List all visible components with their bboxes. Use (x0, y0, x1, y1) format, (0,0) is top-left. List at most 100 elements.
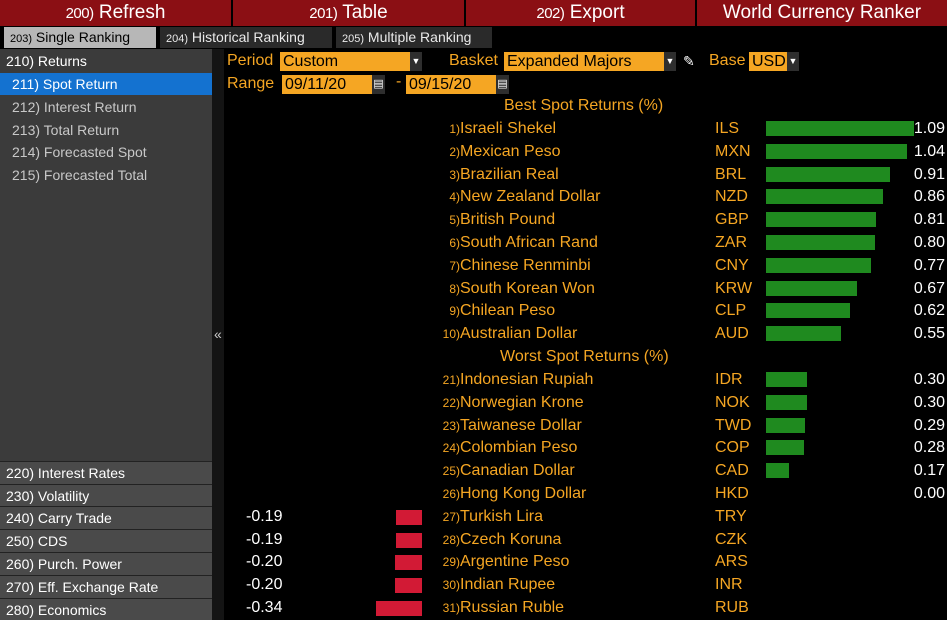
menu-interest-return[interactable]: 212) Interest Return (12, 99, 137, 115)
return-bar-positive (766, 143, 907, 159)
return-value: 0.86 (913, 188, 945, 206)
table-row[interactable]: 6) South African Rand ZAR 0.80 (224, 232, 947, 254)
menu-forecasted-spot[interactable]: 214) Forecasted Spot (12, 144, 147, 160)
currency-code: RUB (715, 599, 749, 616)
return-bar-positive (766, 372, 807, 387)
export-button-label: Export (569, 2, 625, 23)
return-bar-negative (396, 532, 422, 548)
range-end-input[interactable]: 09/15/20 (406, 75, 496, 94)
return-value: 1.04 (913, 142, 945, 160)
table-row[interactable]: 1) Israeli Shekel ILS 1.09 (224, 118, 947, 140)
tab-multiple-ranking[interactable]: 205) Multiple Ranking (336, 27, 492, 48)
currency-name: Mexican Peso (460, 142, 561, 160)
rank-number: 4) (449, 190, 460, 205)
currency-code: GBP (715, 211, 749, 229)
return-bar-positive (766, 303, 850, 319)
calendar-icon[interactable]: ▤ (372, 75, 385, 94)
period-label: Period (227, 52, 274, 69)
currency-code: NOK (715, 393, 750, 411)
export-button[interactable]: 202) Export (466, 0, 697, 26)
table-row[interactable]: 29) Argentine Peso ARS -0.20 (224, 551, 947, 573)
table-row[interactable]: 23) Taiwanese Dollar TWD 0.29 (224, 415, 947, 437)
panel-divider[interactable] (212, 49, 224, 620)
return-bar-negative (376, 601, 422, 616)
return-value: 0.17 (913, 462, 945, 480)
currency-code: CNY (715, 256, 749, 274)
menu-total-return[interactable]: 213) Total Return (12, 122, 120, 138)
menu-economics[interactable]: 280) Economics (0, 598, 212, 620)
return-bar-positive (766, 189, 883, 205)
rank-number: 5) (449, 213, 460, 228)
currency-name: New Zealand Dollar (460, 188, 601, 206)
range-start-input[interactable]: 09/11/20 (282, 75, 372, 94)
table-row[interactable]: 4) New Zealand Dollar NZD 0.86 (224, 186, 947, 208)
currency-code: NZD (715, 188, 748, 206)
base-select[interactable]: USD (749, 52, 787, 71)
menu-returns-header[interactable]: 210) Returns (0, 50, 212, 72)
table-row[interactable]: 7) Chinese Renminbi CNY 0.77 (224, 255, 947, 277)
currency-name: Russian Ruble (460, 599, 565, 616)
return-bar-positive (766, 212, 876, 228)
rank-number: 9) (449, 304, 460, 319)
table-row[interactable]: 3) Brazilian Real BRL 0.91 (224, 164, 947, 186)
menu-carry-trade[interactable]: 240) Carry Trade (0, 506, 212, 528)
refresh-button-number: 200) (65, 5, 95, 22)
double-chevron-left-icon[interactable]: « (214, 326, 222, 342)
rank-number: 27) (442, 509, 460, 524)
app-title: World Currency Ranker (697, 0, 947, 26)
menu-purch-power[interactable]: 260) Purch. Power (0, 552, 212, 574)
table-row[interactable]: 5) British Pound GBP 0.81 (224, 209, 947, 231)
table-row[interactable]: 9) Chilean Peso CLP 0.62 (224, 300, 947, 322)
table-row[interactable]: 10) Australian Dollar AUD 0.55 (224, 323, 947, 345)
table-row[interactable]: 22) Norwegian Krone NOK 0.30 (224, 392, 947, 414)
rank-number: 2) (449, 144, 460, 159)
table-row[interactable]: 21) Indonesian Rupiah IDR 0.30 (224, 369, 947, 391)
table-button[interactable]: 201) Table (233, 0, 466, 26)
rank-number: 31) (442, 601, 460, 615)
return-value: 0.30 (913, 371, 945, 388)
menu-cds[interactable]: 250) CDS (0, 529, 212, 551)
return-bar-positive (766, 417, 805, 433)
basket-select[interactable]: Expanded Majors (504, 52, 664, 71)
tab-historical-ranking[interactable]: 204) Historical Ranking (160, 27, 332, 48)
menu-interest-rates[interactable]: 220) Interest Rates (0, 461, 212, 483)
menu-eff-exchange-rate[interactable]: 270) Eff. Exchange Rate (0, 575, 212, 597)
currency-name: Hong Kong Dollar (460, 485, 587, 502)
rank-number: 28) (442, 532, 460, 547)
chevron-down-icon[interactable]: ▼ (410, 52, 422, 71)
rank-number: 21) (442, 373, 460, 387)
menu-spot-return[interactable]: 211) Spot Return (0, 73, 212, 95)
chevron-down-icon[interactable]: ▼ (664, 52, 676, 71)
table-row[interactable]: 25) Canadian Dollar CAD 0.17 (224, 460, 947, 482)
table-row[interactable]: 30) Indian Rupee INR -0.20 (224, 574, 947, 596)
return-value: -0.19 (246, 507, 283, 525)
return-bar-positive (766, 257, 871, 273)
tab-single-ranking[interactable]: 203) Single Ranking (4, 27, 156, 48)
currency-code: AUD (715, 325, 749, 343)
currency-name: Colombian Peso (460, 439, 578, 457)
range-separator: - (396, 73, 402, 90)
table-row[interactable]: 2) Mexican Peso MXN 1.04 (224, 141, 947, 163)
table-row[interactable]: 24) Colombian Peso COP 0.28 (224, 437, 947, 459)
table-row[interactable]: 28) Czech Koruna CZK -0.19 (224, 529, 947, 551)
return-value: -0.34 (246, 599, 283, 616)
period-select[interactable]: Custom (280, 52, 410, 71)
currency-code: ILS (715, 120, 740, 137)
tab-historical-number: 204) (166, 33, 189, 45)
refresh-button[interactable]: 200) Refresh (0, 0, 233, 26)
rank-number: 10) (442, 327, 460, 342)
tab-historical-label: Historical Ranking (191, 29, 305, 45)
rank-number: 6) (449, 236, 460, 250)
return-bar-positive (766, 394, 807, 410)
table-row[interactable]: 31) Russian Ruble RUB -0.34 (224, 597, 947, 619)
rank-number: 8) (449, 281, 460, 296)
pencil-icon[interactable]: ✎ (683, 53, 695, 69)
table-row[interactable]: 27) Turkish Lira TRY -0.19 (224, 506, 947, 528)
return-bar-positive (766, 280, 857, 296)
menu-volatility[interactable]: 230) Volatility (0, 484, 212, 506)
menu-forecasted-total[interactable]: 215) Forecasted Total (12, 167, 148, 183)
chevron-down-icon[interactable]: ▼ (787, 52, 799, 71)
calendar-icon[interactable]: ▤ (496, 75, 509, 94)
table-row[interactable]: 8) South Korean Won KRW 0.67 (224, 278, 947, 300)
table-row[interactable]: 26) Hong Kong Dollar HKD 0.00 (224, 483, 947, 505)
